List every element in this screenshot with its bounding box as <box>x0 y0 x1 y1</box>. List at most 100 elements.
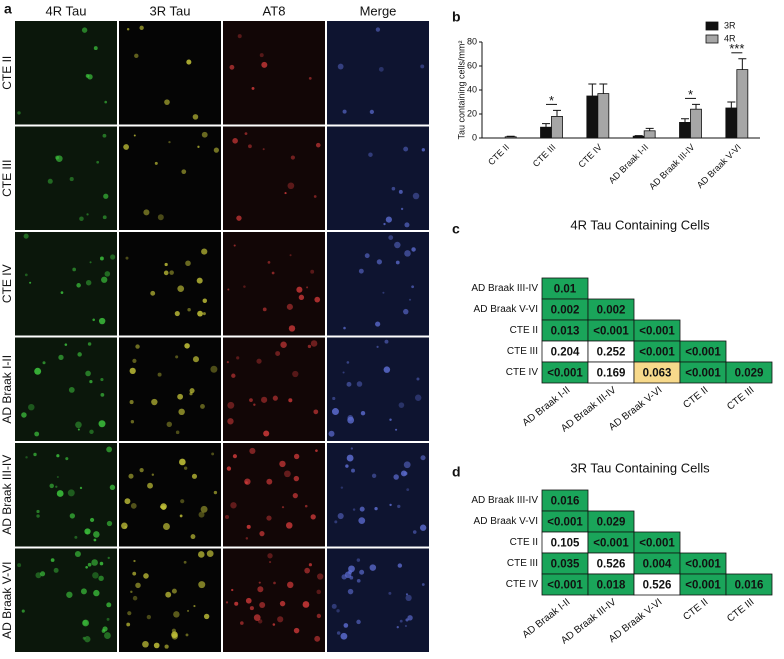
cell-signal <box>358 268 364 274</box>
cell-signal <box>245 537 249 540</box>
cell-signal <box>253 403 256 406</box>
cell-signal <box>231 373 236 378</box>
p-value: 0.016 <box>551 496 580 508</box>
cell-signal <box>50 558 55 562</box>
bar <box>597 93 610 139</box>
error-bar <box>681 118 689 123</box>
cell-signal <box>388 235 394 240</box>
cell-signal <box>289 254 292 257</box>
error-bar <box>692 103 700 110</box>
cell-signal <box>171 588 177 594</box>
cell-signal <box>421 148 425 152</box>
cell-signal <box>34 431 40 437</box>
cell-signal <box>28 403 35 411</box>
cell-signal <box>315 142 321 148</box>
cell-signal <box>65 457 69 461</box>
cell-signal <box>93 46 98 51</box>
cell-signal <box>400 207 404 211</box>
micrograph <box>15 443 117 547</box>
cell-signal <box>253 614 261 622</box>
cell-signal <box>249 447 256 455</box>
cell-signal <box>86 213 89 216</box>
p-value: 0.204 <box>551 347 580 359</box>
row-label: AD Braak V-VI <box>474 304 538 315</box>
cell-signal <box>202 312 206 316</box>
cell-signal <box>385 216 392 223</box>
cell-signal <box>382 291 385 294</box>
matrix-cell <box>725 361 773 384</box>
cell-signal <box>292 370 299 378</box>
cell-signal <box>85 280 92 286</box>
cell-signal <box>168 140 171 144</box>
cell-signal <box>293 475 300 482</box>
cell-signal <box>198 581 206 589</box>
matrix-cell <box>725 573 773 596</box>
cell-signal <box>225 514 230 519</box>
cell-signal <box>308 563 312 567</box>
bar <box>679 122 691 139</box>
row-label: CTE III <box>0 160 14 197</box>
cell-signal <box>132 358 137 363</box>
cell-signal <box>107 556 110 560</box>
cell-signal <box>185 633 189 637</box>
cell-signal <box>369 564 377 571</box>
cell-signal <box>246 524 251 529</box>
p-value: 0.018 <box>597 580 626 592</box>
cell-signal <box>153 642 160 649</box>
bar <box>690 108 702 139</box>
cell-signal <box>404 222 410 228</box>
cell-signal <box>340 486 344 489</box>
row-label: CTE II <box>510 537 538 548</box>
cell-signal <box>190 534 196 540</box>
cell-signal <box>93 531 100 538</box>
cell-signal <box>173 611 180 618</box>
cell-signal <box>336 631 341 635</box>
cell-signal <box>99 256 104 261</box>
cell-signal <box>346 381 352 387</box>
bar <box>725 107 738 139</box>
cell-signal <box>175 430 180 435</box>
cell-signal <box>261 61 268 68</box>
matrix-title: 3R Tau Containing Cells <box>570 460 710 475</box>
cell-signal <box>234 601 239 606</box>
cell-signal <box>157 372 162 377</box>
cell-signal <box>159 505 163 509</box>
cell-signal <box>340 632 348 640</box>
p-value: 0.016 <box>735 580 764 592</box>
bar <box>632 135 645 139</box>
column-label: CTE II <box>681 385 710 411</box>
y-axis-label: Tau containing cells/mm² <box>456 40 466 139</box>
cell-signal <box>263 430 270 437</box>
cell-signal <box>84 636 91 643</box>
cell-signal <box>36 509 40 514</box>
row-label: CTE II <box>0 56 14 90</box>
row-label: AD Braak V-VI <box>474 516 538 527</box>
cell-signal <box>110 254 116 260</box>
p-value: <0.001 <box>547 580 583 592</box>
cell-signal <box>201 131 208 138</box>
cell-signal <box>200 403 205 409</box>
micrograph <box>327 126 429 230</box>
cell-signal <box>420 64 425 69</box>
cell-signal <box>262 148 265 151</box>
cell-signal <box>407 615 413 621</box>
cell-signal <box>342 109 347 114</box>
cell-signal <box>341 574 347 580</box>
bar <box>504 136 517 139</box>
row-label: CTE IV <box>506 579 539 590</box>
cell-signal <box>196 277 203 284</box>
cell-signal <box>85 370 91 377</box>
cell-signal <box>350 447 354 450</box>
cell-signal <box>230 502 237 509</box>
cell-signal <box>79 216 84 222</box>
p-value: 0.105 <box>551 538 580 550</box>
cell-signal <box>360 411 366 416</box>
micrograph <box>223 443 325 547</box>
cell-signal <box>143 209 150 216</box>
cell-signal <box>164 262 168 267</box>
legend-label: 3R <box>724 20 736 30</box>
cell-signal <box>139 25 144 31</box>
p-value: <0.001 <box>593 538 629 550</box>
cell-signal <box>389 503 392 507</box>
